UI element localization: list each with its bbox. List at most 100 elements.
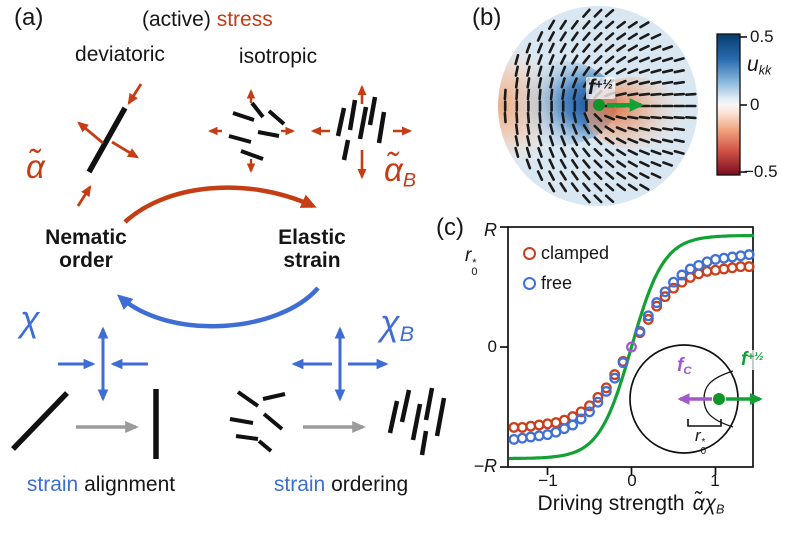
free-point: [592, 396, 604, 408]
inset-r0-label: r * 0: [695, 426, 707, 457]
free-point: [584, 406, 595, 418]
clamped-point: [651, 300, 663, 312]
inset-fc-label: fC: [677, 355, 692, 378]
strain-ordering-label: strain ordering: [273, 473, 409, 496]
alpha-b-label: α̃B: [384, 151, 417, 192]
free-point: [617, 357, 629, 369]
y-axis-label-r0: r * 0: [465, 245, 478, 278]
inset-defect-force-label: f+½: [739, 349, 766, 370]
xtick-0: 0: [627, 471, 637, 490]
deviatoric-glyph: [76, 83, 143, 207]
cycle-arrow-stress: [123, 185, 317, 224]
clamped-point: [668, 282, 679, 294]
legend-marker-clamped: [523, 247, 536, 260]
chi-b-label: χB: [380, 302, 415, 347]
title-accent: stress: [216, 8, 273, 31]
ordering-after-rods: [387, 387, 447, 456]
director-dashes: [503, 8, 697, 204]
free-point: [567, 419, 579, 431]
defect-core-dot: [593, 99, 605, 111]
clamped-point: [718, 263, 730, 275]
alignment-before-rod: [11, 391, 69, 451]
isotropic-aligned-arrows: [310, 84, 413, 180]
elastic-strain-label: Elastic strain: [278, 226, 346, 272]
clamped-point: [642, 313, 654, 325]
isotropic-ordered-glyph: [310, 84, 413, 180]
free-point: [600, 385, 612, 397]
title-plain: (active): [142, 8, 211, 31]
deviatoric-rod: [86, 106, 128, 174]
free-point: [634, 325, 646, 337]
free-point: [609, 372, 621, 384]
chi-b-cross: [291, 326, 389, 402]
clamped-point: [533, 419, 545, 431]
colorbar-ticks: [740, 36, 747, 173]
legend-label-free: free: [541, 273, 573, 293]
free-point: [525, 431, 537, 443]
panel-a-title: (active) stress: [142, 9, 273, 31]
x-axis-label: Driving strength α̃χB: [537, 492, 725, 517]
clamped-point: [542, 418, 553, 430]
colorbar: [716, 33, 747, 176]
inset-r0-bracket: [687, 419, 722, 427]
free-point: [735, 250, 747, 262]
free-point: [558, 423, 570, 435]
clamped-point: [609, 369, 621, 381]
legend-label-clamped: clamped: [541, 243, 610, 263]
clamped-point: [701, 265, 713, 277]
xtick-1: 1: [710, 471, 720, 490]
inset: [629, 344, 763, 454]
panel-c-label: (c): [436, 214, 464, 241]
free-point: [718, 252, 730, 264]
xtick-minus1: −1: [538, 471, 558, 490]
defect-force-label: f+½: [586, 76, 615, 99]
strain-alignment-label: strain alignment: [26, 473, 176, 496]
alpha-label: α̃: [26, 148, 45, 185]
ytick-R: R: [484, 220, 497, 240]
clamped-point: [726, 262, 738, 274]
chi-label: χ: [20, 298, 40, 339]
deviatoric-stress-arrows: [76, 83, 143, 207]
ytick-minusR: −R: [473, 456, 497, 476]
free-point: [508, 433, 520, 445]
strain-alignment-glyph: [11, 389, 159, 459]
clamped-point: [584, 400, 595, 412]
panel-b-label: (b): [472, 4, 502, 31]
plot: [500, 226, 763, 475]
cycle-arrow-strain: [116, 286, 320, 329]
chi-cross: [58, 326, 148, 402]
free-point: [726, 251, 738, 263]
clamped-point: [710, 264, 721, 276]
free-point: [710, 253, 721, 265]
colorbar-title: ukk: [747, 53, 772, 78]
isotropic-aligned-rods: [335, 96, 387, 161]
clamped-point: [525, 420, 537, 432]
ytick-0: 0: [487, 337, 497, 356]
clamped-point: [592, 391, 604, 403]
defect-disc: [498, 6, 698, 206]
plot-ticks: [500, 226, 717, 475]
ordering-before-rods: [229, 390, 286, 453]
free-point: [693, 259, 705, 271]
colorbar-tick-min: −0.5: [744, 162, 778, 181]
clamped-point: [743, 261, 755, 273]
inset-core-dot: [713, 393, 725, 405]
free-point: [659, 286, 671, 298]
legend-marker-free: [523, 277, 536, 290]
free-point: [533, 430, 545, 442]
isotropic-cluster-arrows: [207, 88, 296, 174]
data-series: [508, 249, 755, 445]
panel-a-label: (a): [14, 4, 44, 31]
free-point: [550, 426, 562, 438]
theory-curve: [508, 233, 755, 461]
deviatoric-label: deviatoric: [75, 43, 165, 66]
colorbar-tick-mid: 0: [750, 95, 760, 114]
colorbar-tick-max: 0.5: [750, 27, 774, 46]
nematic-order-label: Nematic order: [45, 226, 127, 272]
free-point: [575, 413, 587, 425]
strain-ordering-glyph: [229, 387, 447, 456]
isotropic-disordered-glyph: [207, 88, 296, 174]
clamped-point: [659, 291, 671, 303]
